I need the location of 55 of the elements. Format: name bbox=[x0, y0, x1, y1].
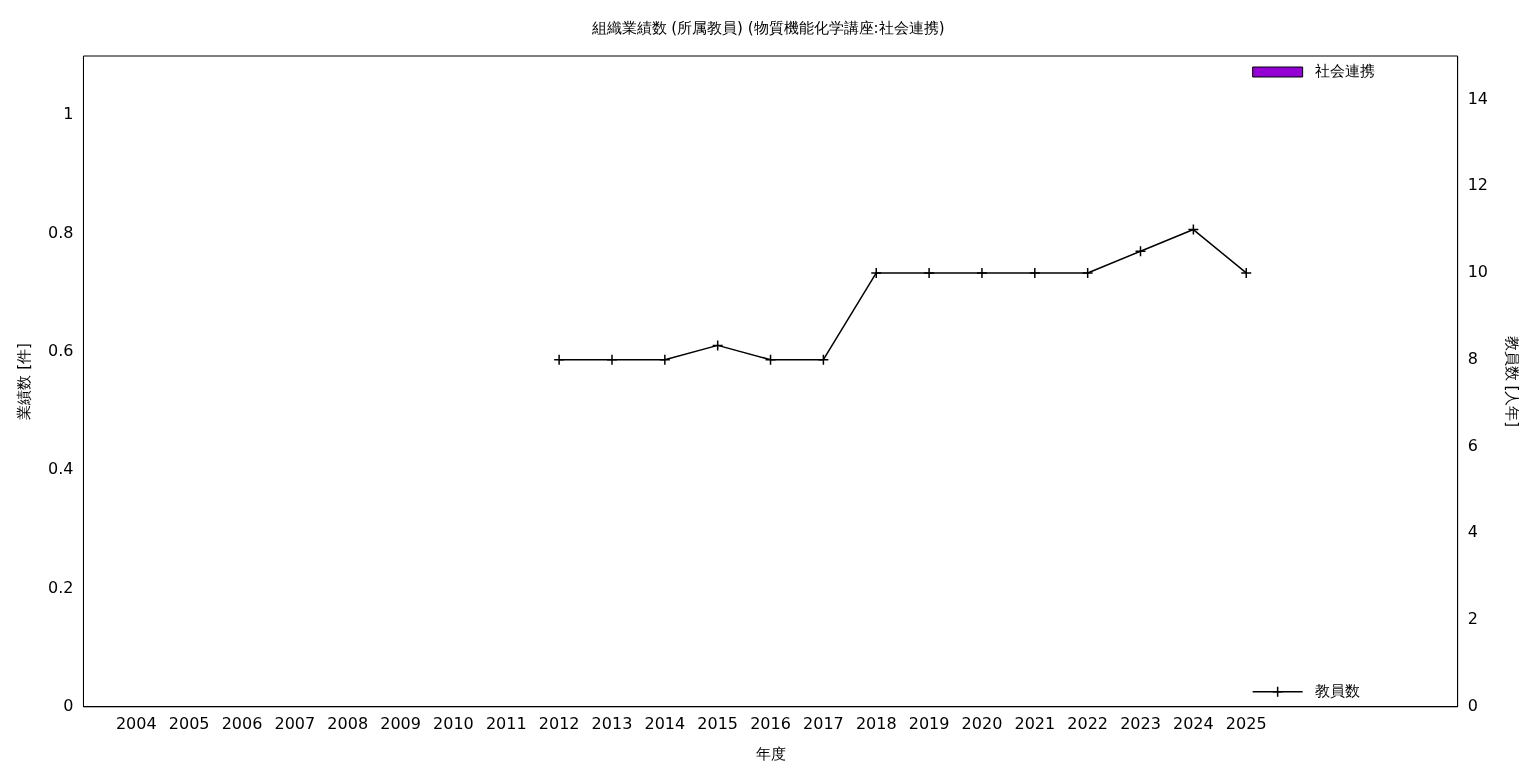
x-tick-label: 2011 bbox=[485, 713, 527, 733]
y2-tick-label: 8 bbox=[1467, 348, 1478, 368]
y-tick-label: 0.8 bbox=[47, 222, 74, 242]
point bbox=[553, 353, 565, 366]
y-tick-label: 0.6 bbox=[47, 340, 74, 360]
y-tick-label: 1 bbox=[63, 104, 74, 124]
x-tick-label: 2021 bbox=[1014, 713, 1056, 733]
y-tick-label: 0 bbox=[63, 695, 74, 715]
y2-axis-title: 教員数 [人年] bbox=[1503, 335, 1522, 428]
point bbox=[817, 353, 830, 366]
y2-tick-label: 0 bbox=[1467, 695, 1478, 715]
y2-tick-label: 14 bbox=[1467, 88, 1488, 108]
y-tick-label: 0.4 bbox=[47, 459, 74, 479]
x-tick-label: 2024 bbox=[1173, 713, 1214, 733]
x-tick-label: 2018 bbox=[855, 713, 897, 733]
y-axis-title: 業績数 [件] bbox=[14, 343, 33, 420]
x-tick-label: 2023 bbox=[1120, 713, 1161, 733]
legend-label: 社会連携 bbox=[1314, 61, 1375, 80]
x-tick-label: 2015 bbox=[697, 713, 739, 733]
point bbox=[659, 353, 671, 366]
y2-tick-label: 12 bbox=[1467, 175, 1488, 195]
y2-tick-label: 2 bbox=[1467, 609, 1478, 629]
y2-tick-label: 6 bbox=[1467, 435, 1478, 455]
x-tick-label: 2016 bbox=[750, 713, 791, 733]
x-tick-label: 2010 bbox=[433, 713, 474, 733]
x-tick-label: 2025 bbox=[1225, 713, 1267, 733]
x-tick-label: 2013 bbox=[591, 713, 633, 733]
point bbox=[976, 267, 988, 279]
x-tick-label: 2019 bbox=[908, 713, 950, 733]
x-tick-label: 2008 bbox=[327, 713, 369, 733]
x-axis-title: 年度 bbox=[755, 744, 786, 763]
x-tick-label: 2020 bbox=[961, 713, 1003, 733]
x-tick-label: 2012 bbox=[538, 713, 580, 733]
point bbox=[711, 339, 724, 352]
x-tick-label: 2006 bbox=[221, 713, 263, 733]
point bbox=[870, 267, 882, 279]
point bbox=[1240, 267, 1252, 279]
x-tick-label: 2022 bbox=[1067, 713, 1109, 733]
point bbox=[1029, 267, 1041, 279]
point bbox=[1081, 267, 1094, 279]
x-tick-label: 2004 bbox=[115, 713, 157, 733]
point bbox=[923, 267, 935, 279]
x-tick-label: 2005 bbox=[168, 713, 210, 733]
x-tick-label: 2017 bbox=[803, 713, 844, 733]
y-tick-label: 0.2 bbox=[47, 577, 74, 597]
legend-label: 教員数 bbox=[1314, 681, 1360, 700]
x-tick-label: 2007 bbox=[274, 713, 316, 733]
point bbox=[1134, 245, 1147, 257]
x-tick-label: 2009 bbox=[380, 713, 421, 733]
x-tick-label: 2014 bbox=[644, 713, 686, 733]
point bbox=[764, 353, 777, 366]
y2-tick-label: 10 bbox=[1467, 262, 1488, 282]
point bbox=[1187, 223, 1200, 236]
y2-tick-label: 4 bbox=[1467, 522, 1478, 542]
chart-title: 組織業績数 (所属教員) (物質機能化学講座:社会連携) bbox=[590, 18, 945, 37]
